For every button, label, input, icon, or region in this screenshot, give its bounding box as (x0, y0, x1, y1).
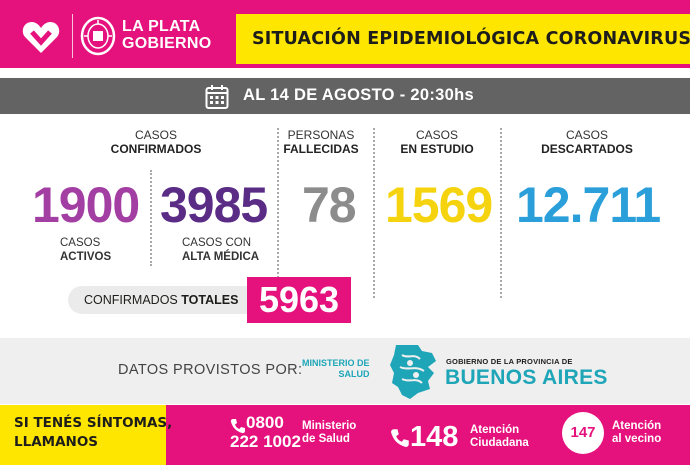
ministerio-logo-text: MINISTERIO DE SALUD (302, 358, 370, 380)
contact-salud-label-line2: de Salud (302, 433, 350, 445)
contact-147-label-line1: Atención (612, 420, 662, 432)
phone-icon (230, 419, 245, 434)
activos-label: CASOS ACTIVOS (60, 236, 111, 264)
title-banner: SITUACIÓN EPIDEMIOLÓGICA CORONAVIRUS (236, 14, 690, 64)
alta-label: CASOS CON ALTA MÉDICA (182, 236, 259, 264)
fallecidas-value: 78 (302, 177, 357, 233)
footer-cta-box (0, 405, 166, 465)
gobierno-line: GOBIERNO DE LA PROVINCIA DE (446, 357, 573, 366)
alta-label-line1: CASOS CON (182, 237, 252, 249)
calendar-icon (205, 85, 229, 109)
page-title: SITUACIÓN EPIDEMIOLÓGICA CORONAVIRUS (252, 29, 690, 49)
estudio-value: 1569 (385, 177, 493, 233)
brand-name: LA PLATA GOBIERNO (122, 18, 212, 52)
contact-147-label-line2: al vecino (612, 433, 662, 445)
provider-band (0, 338, 690, 404)
totals-value: 5963 (258, 279, 340, 320)
divider (373, 128, 375, 298)
contact-salud-number-line1: 0800 (246, 413, 284, 432)
divider (277, 128, 279, 278)
divider (150, 170, 152, 266)
activos-value: 1900 (32, 177, 140, 233)
footer-cta: SI TENÉS SÍNTOMAS, LLAMANOS (14, 414, 172, 452)
confirmados-label-line1: CASOS (134, 128, 177, 142)
phone-icon (391, 429, 409, 447)
heart-logo-icon (22, 22, 60, 53)
confirmados-label: CASOS CONFIRMADOS (96, 128, 216, 156)
contact-salud-label: Ministerio de Salud (302, 420, 356, 446)
confirmados-label-line2: CONFIRMADOS (110, 142, 202, 156)
date-bar (0, 78, 690, 114)
estudio-label-line1: CASOS (415, 128, 458, 142)
activos-label-line2: ACTIVOS (60, 251, 112, 263)
descartados-label-line1: CASOS (565, 128, 608, 142)
totals-label-prefix: CONFIRMADOS (84, 293, 182, 307)
totals-label-bold: TOTALES (181, 293, 239, 307)
activos-label-line1: CASOS (60, 237, 101, 249)
descartados-label-line2: DESCARTADOS (541, 142, 633, 156)
contact-salud-number: 0800 (246, 413, 284, 432)
contact-salud-number-2: 222 1002 (230, 432, 301, 451)
totals-label: CONFIRMADOS TOTALES (84, 293, 238, 307)
brand-line-2: GOBIERNO (122, 35, 212, 52)
contact-148-label-line1: Atención (470, 424, 520, 436)
estudio-label: CASOS EN ESTUDIO (392, 128, 482, 156)
contact-148-number: 148 (410, 421, 459, 453)
fallecidas-label-line1: PERSONAS (287, 128, 355, 142)
contact-salud-label-line1: Ministerio (302, 420, 357, 432)
descartados-label: CASOS DESCARTADOS (532, 128, 642, 156)
cta-line1: SI TENÉS SÍNTOMAS, (14, 415, 173, 431)
alta-label-line2: ALTA MÉDICA (182, 251, 260, 263)
city-seal-icon (80, 16, 116, 56)
contact-147-number: 147 (570, 424, 596, 441)
contact-148-label-line2: Ciudadana (470, 437, 529, 449)
report-date: AL 14 DE AGOSTO - 20:30hs (243, 86, 474, 104)
ministerio-line1: MINISTERIO DE (302, 358, 370, 368)
divider (500, 128, 502, 298)
fallecidas-label: PERSONAS FALLECIDAS (282, 128, 360, 156)
province-map-icon (390, 345, 436, 399)
provincia-name: BUENOS AIRES (445, 366, 608, 389)
contact-148-label: Atención Ciudadana (470, 424, 529, 450)
brand-line-1: LA PLATA (122, 18, 201, 35)
fallecidas-label-line2: FALLECIDAS (283, 142, 359, 156)
provider-label: DATOS PROVISTOS POR: (118, 362, 303, 378)
descartados-value: 12.711 (516, 177, 661, 233)
logo-divider (72, 14, 73, 58)
alta-value: 3985 (160, 177, 268, 233)
estudio-label-line2: EN ESTUDIO (400, 142, 474, 156)
totals-box (247, 277, 351, 323)
cta-line2: LLAMANOS (14, 434, 99, 450)
contact-147-label: Atención al vecino (612, 420, 661, 446)
contact-147-badge: 147 (562, 412, 604, 454)
ministerio-line2: SALUD (338, 369, 370, 379)
